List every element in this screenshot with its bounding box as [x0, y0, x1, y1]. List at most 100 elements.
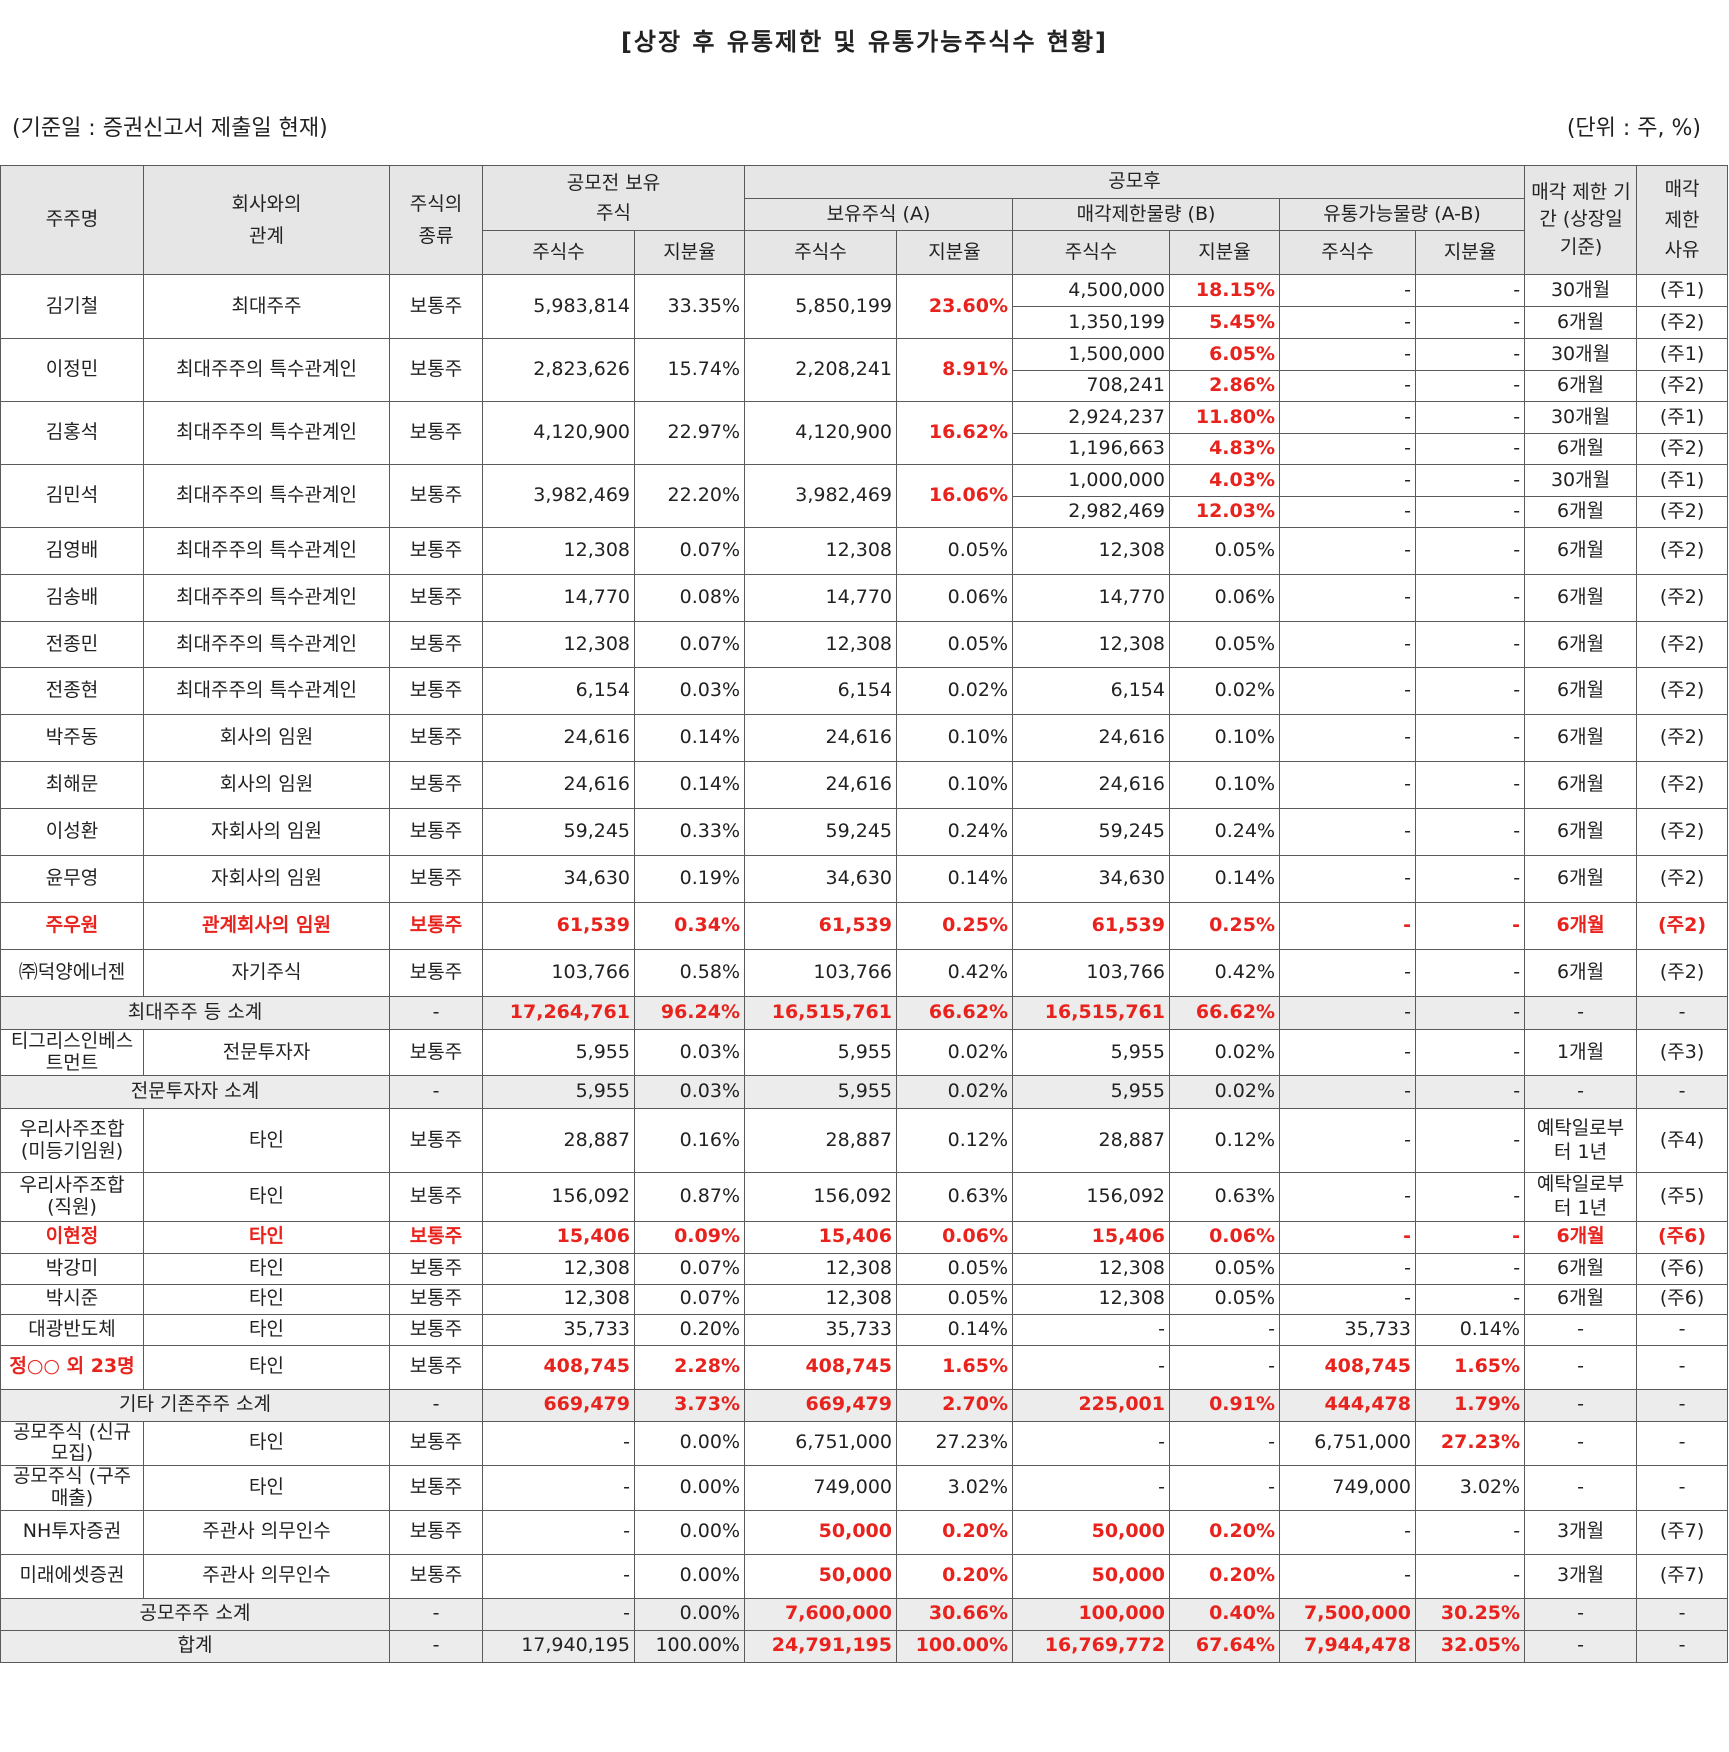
pre-ipo-shares: -: [482, 1509, 635, 1555]
pre-ipo-shares: 17,940,195: [482, 1629, 635, 1663]
pre-ipo-shares: 6,154: [482, 667, 635, 715]
tradable-ratio: -: [1414, 1108, 1526, 1173]
tradable-ratio: -: [1414, 496, 1526, 528]
lockup-period: 6개월: [1524, 714, 1638, 762]
held-a-ratio: 0.24%: [896, 808, 1013, 856]
pre-ipo-shares: 669,479: [482, 1388, 635, 1422]
header-pre-ipo-label: 공모전 보유 주식: [566, 171, 661, 224]
stock-type: 보통주: [389, 464, 483, 528]
tradable-shares: 408,745: [1279, 1344, 1416, 1390]
stock-type: -: [389, 1597, 483, 1631]
restricted-b-shares: 12,308: [1012, 1252, 1170, 1285]
held-a-shares: 12,308: [744, 1252, 897, 1285]
held-a-ratio: 0.06%: [896, 574, 1013, 622]
tradable-ratio: 27.23%: [1414, 1420, 1526, 1467]
tradable-shares: -: [1279, 949, 1416, 997]
holder-name: 김영배: [0, 527, 144, 575]
table-row: 김영배 최대주주의 특수관계인 보통주 12,308 0.07% 12,308 0.05% 1…: [0, 527, 1729, 575]
held-a-shares: 4,120,900: [744, 401, 897, 465]
tradable-shares: -: [1279, 306, 1416, 339]
holder-name: 주우원: [0, 902, 144, 950]
pre-ipo-shares: 24,616: [482, 714, 635, 762]
lockup-reason: (주1): [1636, 401, 1729, 434]
relation: 최대주주: [143, 274, 390, 339]
restricted-b-ratio: 11.80%: [1169, 401, 1280, 434]
stock-type: 보통주: [389, 902, 483, 950]
lockup-reason: -: [1636, 1313, 1729, 1346]
held-a-ratio: 3.02%: [896, 1465, 1013, 1511]
relation: 타인: [143, 1344, 390, 1390]
lockup-period: 6개월: [1524, 433, 1638, 465]
holder-name: 윤무영: [0, 855, 144, 903]
table-row: 708,241 2.86% - -6개월 (주2): [1, 370, 1729, 402]
lockup-reason: (주2): [1636, 306, 1729, 339]
held-a-ratio: 0.20%: [896, 1553, 1013, 1599]
pre-ipo-ratio: 0.58%: [634, 949, 745, 997]
restricted-b-shares: -: [1012, 1420, 1170, 1467]
lockup-period: 6개월: [1524, 1220, 1638, 1254]
pre-ipo-ratio: 22.97%: [634, 401, 745, 465]
pre-ipo-ratio: 0.20%: [634, 1313, 745, 1346]
tradable-ratio: -: [1414, 1252, 1526, 1285]
table-row: ㈜덕양에너젠 자기주식 보통주 103,766 0.58% 103,766 0.42% 103…: [0, 949, 1729, 997]
tradable-shares: -: [1279, 1075, 1416, 1109]
held-a-shares: 35,733: [744, 1313, 897, 1346]
lockup-reason: -: [1636, 1597, 1729, 1631]
held-a-ratio: 27.23%: [896, 1420, 1013, 1467]
lockup-period: -: [1524, 1629, 1638, 1663]
table-row: 김송배 최대주주의 특수관계인 보통주 14,770 0.08% 14,770 0.06% 1…: [0, 574, 1729, 622]
lockup-reason: (주2): [1636, 902, 1729, 950]
pre-ipo-shares: -: [482, 1553, 635, 1599]
restricted-b-ratio: 4.83%: [1169, 433, 1280, 465]
tradable-ratio: -: [1414, 1283, 1526, 1315]
pre-ipo-shares: 12,308: [482, 621, 635, 668]
tradable-ratio: -: [1414, 433, 1526, 465]
held-a-shares: 5,850,199: [744, 274, 897, 339]
stock-type: 보통주: [389, 714, 483, 762]
held-a-ratio: 100.00%: [896, 1629, 1013, 1663]
lockup-period: 30개월: [1524, 274, 1638, 307]
tradable-ratio: -: [1414, 902, 1526, 950]
pre-ipo-shares: 156,092: [482, 1172, 635, 1222]
held-a-shares: 5,955: [744, 1029, 897, 1076]
table-row: 전종민 최대주주의 특수관계인 보통주 12,308 0.07% 12,308 0.05% 1…: [0, 621, 1729, 668]
tradable-shares: -: [1279, 370, 1416, 402]
lockup-reason: (주6): [1636, 1252, 1729, 1285]
lockup-period: 예탁일로부터 1년: [1524, 1108, 1638, 1173]
holder-name: 이현정: [0, 1220, 144, 1254]
restricted-b-shares: 50,000: [1012, 1509, 1170, 1555]
tradable-shares: -: [1279, 667, 1416, 715]
table-row: NH투자증권 주관사 의무인수 보통주 -0.00% 50,000 0.20% 50,000…: [0, 1509, 1729, 1555]
header-reason-label: 매각 제한 사유: [1664, 178, 1700, 262]
header-ratio: 지분율: [1414, 230, 1526, 275]
lockup-period: 6개월: [1524, 621, 1638, 668]
pre-ipo-ratio: 0.03%: [634, 1029, 745, 1076]
restricted-b-ratio: 12.03%: [1169, 496, 1280, 528]
pre-ipo-ratio: 0.33%: [634, 808, 745, 856]
held-a-ratio: 0.05%: [896, 1252, 1013, 1285]
tradable-shares: -: [1279, 433, 1416, 465]
holder-name: 정○○ 외 23명: [0, 1344, 144, 1390]
relation: 최대주주의 특수관계인: [143, 621, 390, 668]
stock-type: 보통주: [389, 1283, 483, 1315]
table-row: 정○○ 외 23명 타인 보통주 408,745 2.28% 408,745 1.65% - -…: [0, 1344, 1729, 1390]
stock-type: 보통주: [389, 1509, 483, 1555]
pre-ipo-shares: -: [482, 1597, 635, 1631]
tradable-ratio: -: [1414, 808, 1526, 856]
held-a-ratio: 66.62%: [896, 996, 1013, 1030]
tradable-shares: -: [1279, 1029, 1416, 1076]
lockup-period: 6개월: [1524, 855, 1638, 903]
tradable-ratio: -: [1414, 1172, 1526, 1222]
restricted-b-ratio: 0.24%: [1169, 808, 1280, 856]
restricted-b-shares: 59,245: [1012, 808, 1170, 856]
stock-type: 보통주: [389, 1420, 483, 1467]
restricted-b-ratio: 4.03%: [1169, 464, 1280, 497]
relation: 최대주주의 특수관계인: [143, 338, 390, 402]
holder-name: 김민석: [0, 464, 144, 528]
header-stock-type-label: 주식의 종류: [409, 192, 463, 247]
pre-ipo-shares: 15,406: [482, 1220, 635, 1254]
subtotal-row: 합계 -17,940,195 100.00% 24,791,195 100.00% 16,…: [0, 1629, 1729, 1663]
held-a-ratio: 1.65%: [896, 1344, 1013, 1390]
tradable-ratio: -: [1414, 996, 1526, 1030]
holder-name: NH투자증권: [0, 1509, 144, 1555]
